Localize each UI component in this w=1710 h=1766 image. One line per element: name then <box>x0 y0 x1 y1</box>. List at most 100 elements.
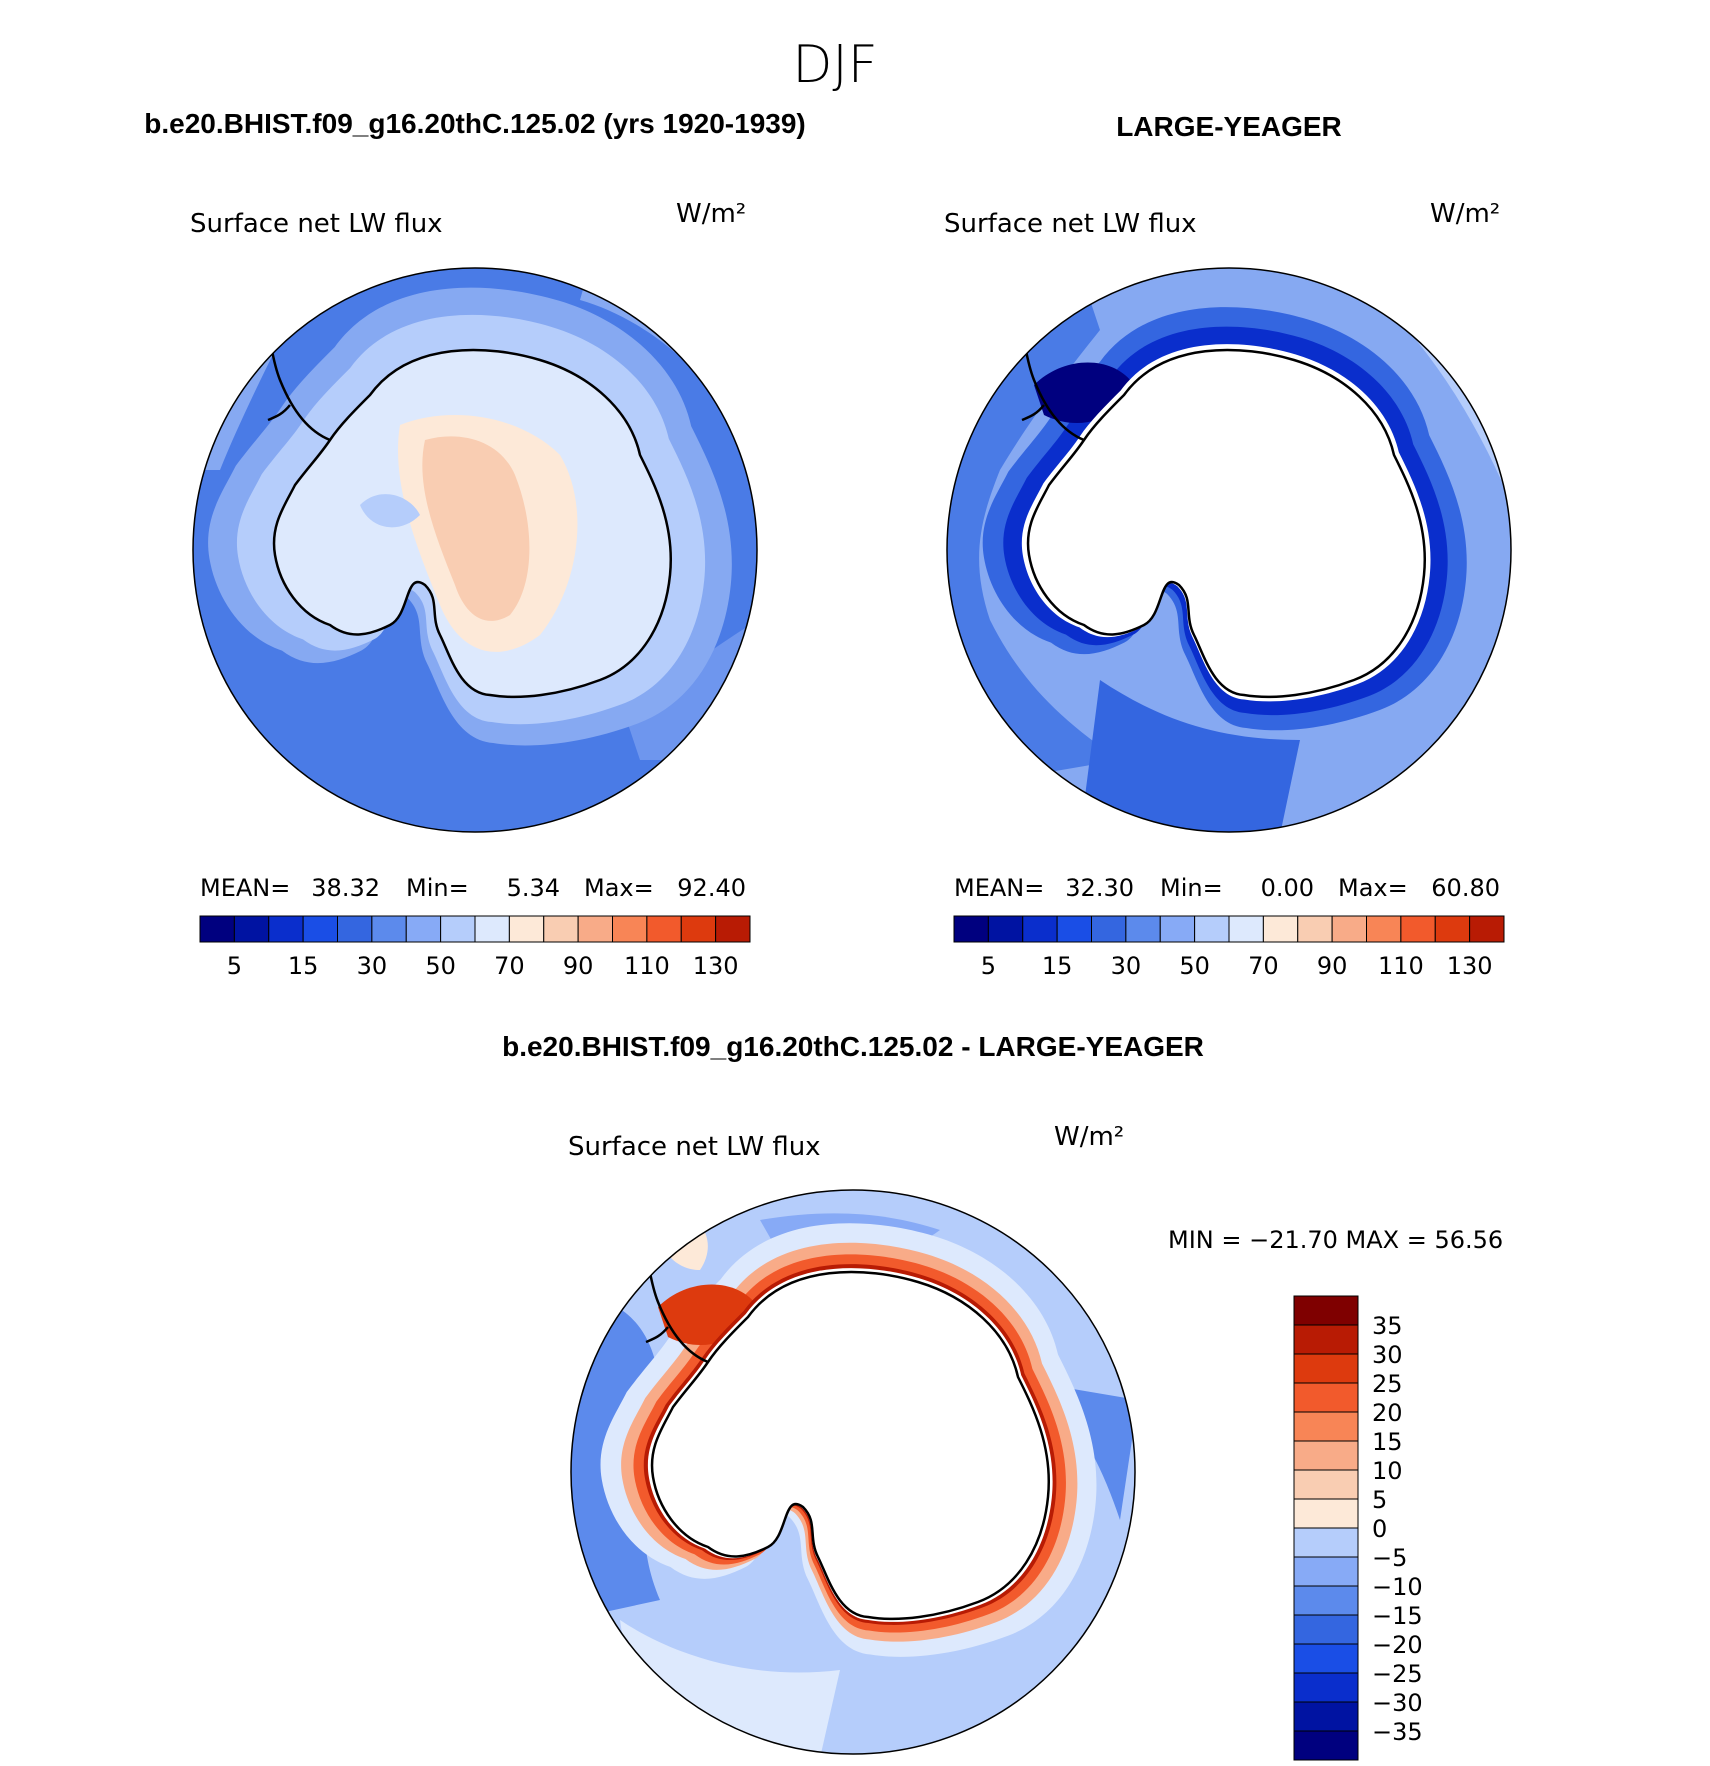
colorbar-tick-label: 70 <box>1248 952 1279 980</box>
panel-header: b.e20.BHIST.f09_g16.20thC.125.02 - LARGE… <box>502 1031 1204 1062</box>
colorbar-box <box>1293 1585 1359 1616</box>
polar-map <box>193 268 757 832</box>
colorbar-box <box>715 915 751 943</box>
colorbar-tick-label: 15 <box>288 952 319 980</box>
colorbar-label: 30 <box>1372 1341 1403 1369</box>
colorbar-box <box>680 915 717 943</box>
colorbar-tick-label: 5 <box>981 952 996 980</box>
horizontal-colorbar <box>199 915 751 943</box>
colorbar-box <box>199 915 235 943</box>
max-value: 60.80 <box>1431 874 1500 902</box>
colorbar-box <box>1159 915 1196 943</box>
colorbar-box <box>508 915 545 943</box>
colorbar-box <box>1293 1498 1359 1529</box>
colorbar-box <box>337 915 373 943</box>
vertical-colorbar <box>1293 1295 1359 1761</box>
colorbar-tick-label: 90 <box>563 952 594 980</box>
colorbar-box <box>1293 1324 1359 1355</box>
colorbar-box <box>1434 915 1471 943</box>
min-value: 5.34 <box>507 874 560 902</box>
colorbar-ticks: 5 15 30 50 70 90 110 130 <box>227 952 739 980</box>
colorbar-box <box>1293 1556 1359 1587</box>
colorbar-box <box>440 915 476 943</box>
horizontal-colorbar <box>953 915 1505 943</box>
variable-label: Surface net LW flux <box>190 209 443 239</box>
colorbar-box <box>1366 915 1402 943</box>
colorbar-box <box>1022 915 1058 943</box>
colorbar-tick-label: 30 <box>357 952 388 980</box>
colorbar-ticks: 5 15 30 50 70 90 110 130 <box>981 952 1493 980</box>
colorbar-box <box>1297 915 1333 943</box>
colorbar-label: −30 <box>1372 1689 1423 1717</box>
colorbar-box <box>1293 1643 1359 1674</box>
max-label: Max= <box>584 874 654 902</box>
max-label: Max= <box>1338 874 1408 902</box>
colorbar-tick-label: 5 <box>227 952 242 980</box>
colorbar-box <box>987 915 1024 943</box>
colorbar-box <box>1293 1411 1359 1442</box>
colorbar-label: 25 <box>1372 1370 1403 1398</box>
colorbar-label: 0 <box>1372 1515 1387 1543</box>
colorbar-box <box>577 915 613 943</box>
colorbar-tick-label: 90 <box>1317 952 1348 980</box>
colorbar-box <box>1293 1469 1359 1500</box>
colorbar-box <box>1125 915 1161 943</box>
variable-label: Surface net LW flux <box>568 1132 821 1162</box>
units-label: W/m² <box>1430 199 1500 229</box>
mean-label: MEAN= <box>954 874 1044 902</box>
colorbar-label: 10 <box>1372 1457 1403 1485</box>
colorbar-label: −10 <box>1372 1573 1423 1601</box>
colorbar-box <box>1469 915 1505 943</box>
panel-header: LARGE-YEAGER <box>1116 111 1342 142</box>
colorbar-box <box>1293 1527 1359 1558</box>
figure-title: DJF <box>792 35 877 95</box>
colorbar-label: −25 <box>1372 1660 1423 1688</box>
colorbar-box <box>1293 1382 1359 1413</box>
colorbar-box <box>474 915 510 943</box>
colorbar-box <box>1293 1440 1359 1471</box>
min-max-label: MIN = −21.70 MAX = 56.56 <box>1168 1226 1503 1254</box>
colorbar-label: 5 <box>1372 1486 1387 1514</box>
colorbar-tick-label: 15 <box>1042 952 1073 980</box>
min-label: Min= <box>406 874 469 902</box>
colorbar-box <box>953 915 989 943</box>
colorbar-box <box>543 915 579 943</box>
colorbar-tick-label: 30 <box>1111 952 1142 980</box>
colorbar-box <box>1331 915 1367 943</box>
colorbar-tick-label: 110 <box>624 952 670 980</box>
colorbar-box <box>1293 1614 1359 1645</box>
colorbar-box <box>302 915 338 943</box>
colorbar-label: 20 <box>1372 1399 1403 1427</box>
colorbar-box <box>1091 915 1127 943</box>
colorbar-label: −35 <box>1372 1718 1423 1746</box>
colorbar-box <box>1293 1295 1359 1326</box>
colorbar-tick-label: 70 <box>494 952 525 980</box>
panel-difference: b.e20.BHIST.f09_g16.20thC.125.02 - LARGE… <box>502 1031 1503 1761</box>
panel-observations: LARGE-YEAGER Surface net LW flux W/m² ME… <box>944 111 1512 980</box>
colorbar-box <box>405 915 442 943</box>
colorbar-label: 35 <box>1372 1312 1403 1340</box>
colorbar-box <box>1194 915 1230 943</box>
colorbar-box <box>646 915 682 943</box>
units-label: W/m² <box>1054 1122 1124 1152</box>
min-value: 0.00 <box>1261 874 1314 902</box>
mean-value: 32.30 <box>1065 874 1134 902</box>
colorbar-box <box>1228 915 1264 943</box>
colorbar-label: −15 <box>1372 1602 1423 1630</box>
colorbar-box <box>1293 1730 1359 1761</box>
colorbar-box <box>1293 1672 1359 1703</box>
colorbar-box <box>1056 915 1092 943</box>
colorbar-box <box>1293 1701 1359 1732</box>
colorbar-tick-label: 130 <box>1447 952 1493 980</box>
colorbar-box <box>233 915 270 943</box>
colorbar-label: −5 <box>1372 1544 1407 1572</box>
colorbar-tick-label: 130 <box>693 952 739 980</box>
mean-value: 38.32 <box>311 874 380 902</box>
colorbar-tick-label: 50 <box>425 952 456 980</box>
colorbar-box <box>612 915 648 943</box>
colorbar-box <box>268 915 304 943</box>
colorbar-label: 15 <box>1372 1428 1403 1456</box>
colorbar-box <box>1262 915 1299 943</box>
colorbar-box <box>371 915 407 943</box>
